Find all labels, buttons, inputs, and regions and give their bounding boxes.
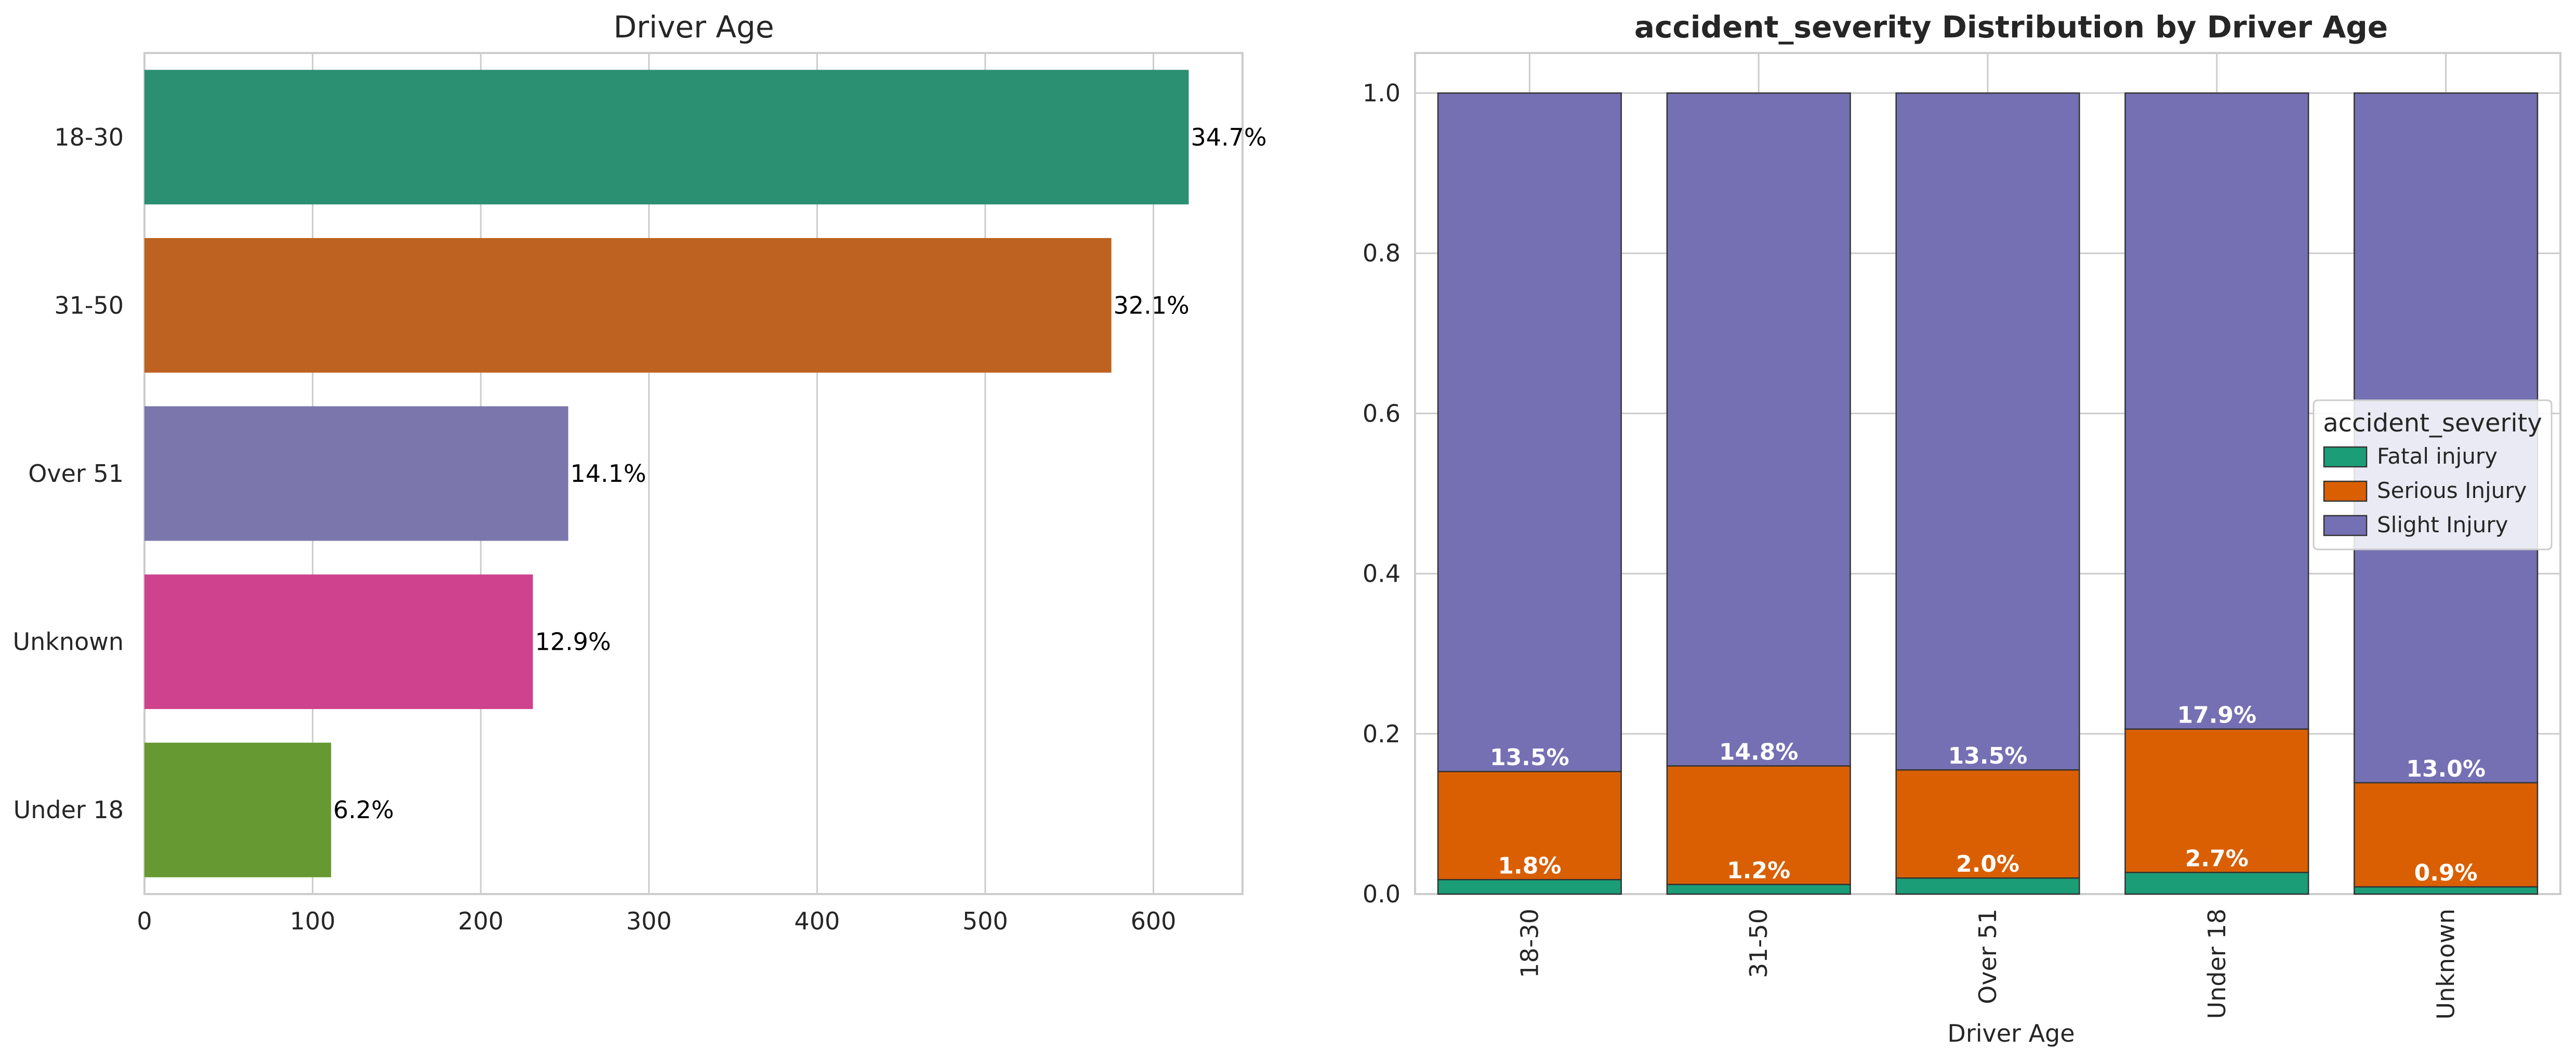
segment-value-label: 2.7% xyxy=(2185,845,2249,872)
bar-value-label: 6.2% xyxy=(333,796,394,824)
segment-serious-injury xyxy=(2124,728,2309,873)
x-tick-labels: 18-30 31-50 Over 51 Under 18 Unknown xyxy=(1515,909,2460,1020)
x-tick-label: 100 xyxy=(290,907,336,935)
x-tick-label: Over 51 xyxy=(1974,909,2002,1004)
legend-label: Serious Injury xyxy=(2377,478,2527,503)
segment-value-labels: 1.8% 13.5% 1.2% 14.8% 2.0% 13.5% 2.7% 17.9% 0.9%… xyxy=(1490,702,2486,887)
segment-serious-injury xyxy=(1666,765,1851,885)
segment-value-label: 2.0% xyxy=(1956,851,2019,877)
severity-stacked-bar-chart: accident_severity Distribution by Driver… xyxy=(1363,9,2561,1047)
bar-over-51 xyxy=(144,406,569,541)
x-tick-label: 200 xyxy=(458,907,504,935)
segment-serious-injury xyxy=(1895,769,2080,879)
x-tick-label: 0 xyxy=(137,907,152,935)
driver-age-bar-chart: Driver Age 34.7% 32.1% 14.1% 12.9% 6.2% 18-3… xyxy=(12,9,1266,935)
segment-value-label: 0.9% xyxy=(2414,860,2478,886)
x-tick-label: 600 xyxy=(1131,907,1177,935)
x-tick-label: Under 18 xyxy=(2203,909,2231,1019)
bar-value-label: 32.1% xyxy=(1114,291,1190,319)
legend-swatch xyxy=(2323,446,2368,468)
bars xyxy=(144,70,1189,877)
segment-serious-injury xyxy=(1437,770,1622,881)
segment-value-label: 13.5% xyxy=(1948,743,2028,769)
bar-value-label: 34.7% xyxy=(1191,123,1266,151)
segment-value-label: 17.9% xyxy=(2177,702,2256,729)
y-tick-label: 0.4 xyxy=(1363,560,1401,588)
segment-value-label: 13.0% xyxy=(2406,756,2486,782)
x-axis-label: Driver Age xyxy=(1947,1019,2075,1047)
segment-value-label: 1.8% xyxy=(1498,852,1561,879)
x-tick-label: 300 xyxy=(626,907,672,935)
segment-fatal-injury xyxy=(1895,877,2080,895)
chart-title: accident_severity Distribution by Driver… xyxy=(1634,9,2388,45)
segment-fatal-injury xyxy=(1437,879,1622,895)
y-tick-label: 0.6 xyxy=(1363,399,1401,427)
x-tick-label: 18-30 xyxy=(1515,909,1543,978)
segment-fatal-injury xyxy=(2124,872,2309,895)
bar-unknown xyxy=(144,574,533,710)
x-tick-label: 400 xyxy=(794,907,840,935)
segment-value-label: 13.5% xyxy=(1490,744,1569,771)
y-tick-label: 18-30 xyxy=(54,123,124,151)
segment-slight-injury xyxy=(1666,92,1851,767)
segment-slight-injury xyxy=(2124,92,2309,730)
y-tick-label: 31-50 xyxy=(54,291,124,319)
segment-serious-injury xyxy=(2354,782,2539,888)
x-tick-labels: 0 100 200 300 400 500 600 xyxy=(137,907,1176,935)
bar-value-label: 14.1% xyxy=(570,460,646,488)
bar-31-50 xyxy=(144,238,1112,373)
x-tick-label: Unknown xyxy=(2432,909,2460,1020)
bar-18-30 xyxy=(144,70,1189,205)
bar-value-label: 12.9% xyxy=(535,628,611,656)
y-tick-label: Over 51 xyxy=(28,460,124,488)
legend: accident_severity Fatal injury Serious Inj… xyxy=(2313,399,2553,550)
legend-swatch xyxy=(2323,480,2368,502)
y-tick-labels: 0.0 0.2 0.4 0.6 0.8 1.0 xyxy=(1363,79,1401,908)
y-tick-label: Unknown xyxy=(12,628,124,656)
x-tick-label: 500 xyxy=(962,907,1008,935)
y-tick-label: 1.0 xyxy=(1363,79,1401,107)
segment-fatal-injury xyxy=(2354,886,2539,895)
segment-value-label: 1.2% xyxy=(1727,858,1790,884)
legend-swatch xyxy=(2323,515,2368,536)
y-tick-label: 0.0 xyxy=(1363,880,1401,908)
legend-title: accident_severity xyxy=(2323,409,2542,438)
y-tick-label: 0.8 xyxy=(1363,239,1401,267)
segment-fatal-injury xyxy=(1666,884,1851,895)
y-tick-label: Under 18 xyxy=(14,796,124,824)
legend-box xyxy=(2313,399,2553,550)
bar-under-18 xyxy=(144,742,332,877)
segment-slight-injury xyxy=(1437,92,1622,772)
segment-slight-injury xyxy=(1895,92,2080,771)
chart-title: Driver Age xyxy=(613,9,774,45)
bar-value-labels: 34.7% 32.1% 14.1% 12.9% 6.2% xyxy=(333,123,1266,824)
y-tick-label: 0.2 xyxy=(1363,720,1401,748)
segment-value-label: 14.8% xyxy=(1719,739,1799,765)
legend-label: Fatal injury xyxy=(2377,443,2498,469)
legend-label: Slight Injury xyxy=(2377,512,2508,537)
x-tick-label: 31-50 xyxy=(1745,909,1773,978)
y-tick-labels: 18-30 31-50 Over 51 Unknown Under 18 xyxy=(12,123,124,824)
